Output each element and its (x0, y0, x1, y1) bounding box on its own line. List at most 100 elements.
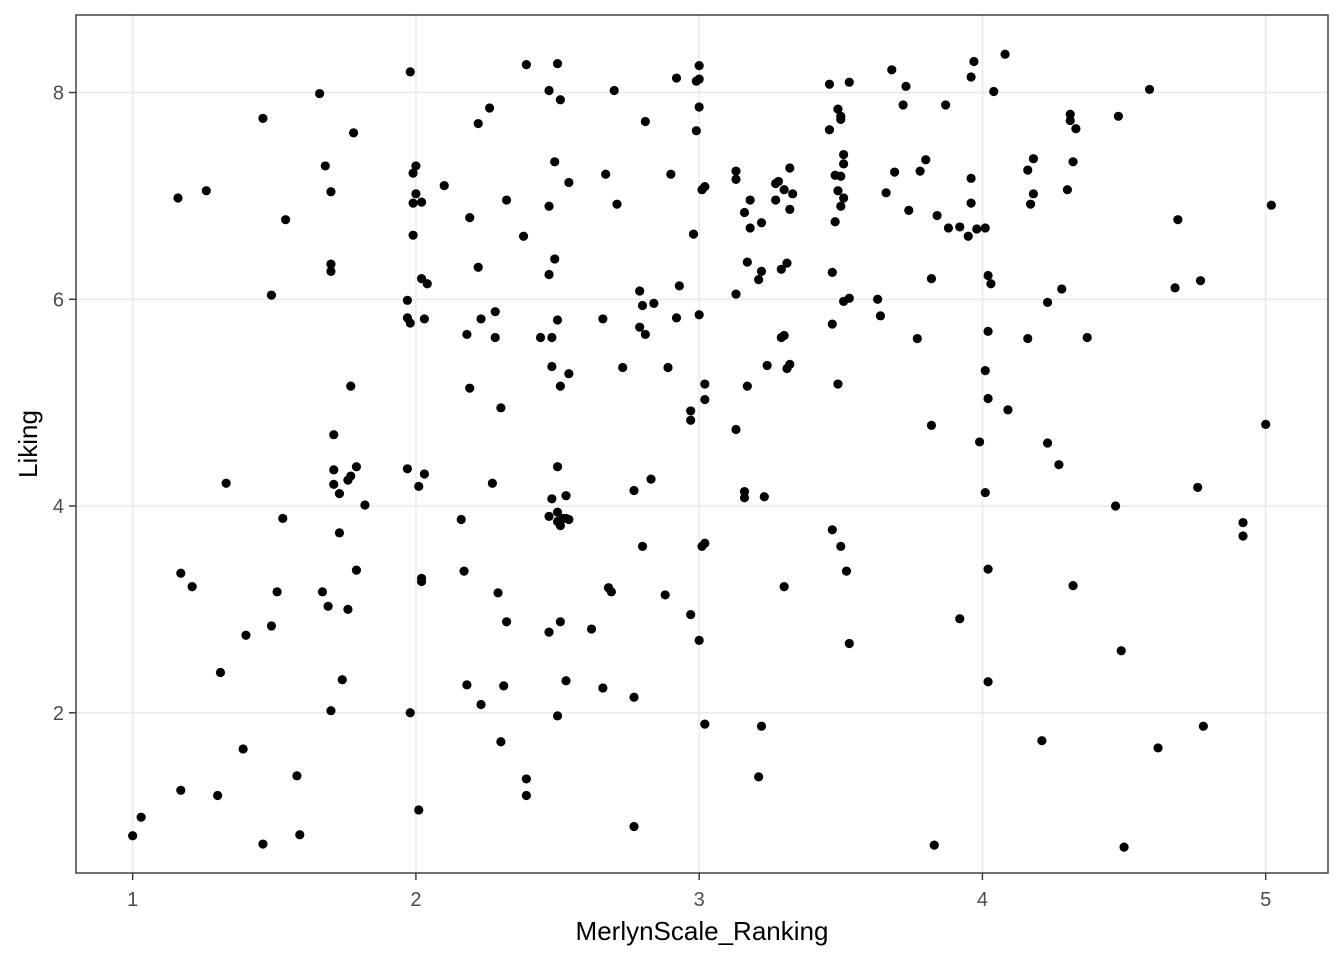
data-point (490, 332, 500, 343)
data-point (496, 403, 506, 413)
data-point (1023, 165, 1033, 175)
data-point (618, 362, 628, 373)
data-point (926, 274, 937, 284)
data-point (201, 186, 211, 196)
x-tick-label: 5 (1260, 889, 1271, 911)
data-point (901, 81, 911, 91)
data-point (612, 199, 622, 209)
data-point (323, 601, 333, 611)
data-point (980, 223, 990, 233)
data-point (348, 128, 359, 138)
data-point (1025, 199, 1036, 209)
x-axis-title: MerlynScale_Ranking (576, 916, 829, 946)
data-point (700, 538, 710, 548)
data-point (1028, 154, 1039, 164)
data-point (663, 362, 673, 373)
data-point (334, 528, 345, 538)
data-point (688, 229, 699, 239)
data-point (281, 215, 291, 225)
data-point (439, 180, 449, 191)
data-point (456, 514, 466, 525)
y-tick-label: 2 (53, 703, 64, 725)
data-point (674, 281, 684, 291)
data-point (873, 294, 883, 304)
data-point (535, 332, 546, 343)
data-point (762, 360, 772, 371)
data-point (561, 676, 571, 686)
data-point (518, 231, 529, 241)
plot-background (76, 15, 1328, 873)
data-point (564, 369, 574, 379)
data-point (844, 293, 854, 303)
data-point (1000, 49, 1010, 59)
data-point (521, 60, 531, 70)
data-point (484, 103, 495, 113)
data-point (955, 614, 965, 624)
data-point (785, 204, 795, 214)
data-point (836, 201, 846, 211)
data-point (782, 258, 792, 268)
data-point (745, 195, 755, 205)
data-point (694, 61, 704, 71)
data-point (238, 744, 248, 754)
data-point (317, 587, 328, 597)
data-point (671, 313, 682, 323)
y-axis-ticks: 2 4 6 8 (53, 83, 76, 725)
data-point (555, 95, 565, 105)
data-point (487, 478, 497, 488)
data-point (824, 125, 835, 135)
data-point (459, 566, 469, 576)
data-point (1037, 736, 1047, 746)
data-point (989, 86, 999, 97)
data-point (745, 223, 755, 233)
data-point (414, 481, 424, 491)
data-point (405, 708, 415, 718)
data-point (1266, 200, 1276, 210)
data-point (419, 469, 430, 479)
data-point (176, 568, 186, 578)
data-point (555, 381, 565, 391)
data-point (785, 359, 795, 370)
data-point (941, 100, 951, 110)
data-point (983, 677, 993, 687)
data-point (408, 230, 418, 240)
data-point (128, 831, 138, 841)
data-point (824, 79, 835, 89)
data-point (1054, 460, 1064, 470)
data-point (1238, 531, 1248, 541)
data-point (1003, 405, 1013, 415)
data-point (1062, 185, 1073, 195)
data-point (1113, 111, 1123, 121)
data-point (493, 588, 503, 598)
data-point (187, 582, 197, 592)
data-point (754, 772, 764, 782)
data-point (422, 279, 432, 289)
data-point (258, 113, 268, 123)
data-point (929, 840, 939, 850)
data-point (833, 186, 843, 196)
data-point (694, 310, 704, 320)
data-point (547, 332, 557, 343)
data-point (490, 307, 500, 317)
data-point (173, 193, 183, 203)
data-point (501, 617, 512, 627)
data-point (360, 500, 370, 510)
data-point (462, 680, 472, 690)
data-point (547, 361, 557, 372)
data-point (686, 415, 696, 425)
data-point (839, 159, 849, 169)
data-point (700, 182, 710, 192)
data-point (640, 116, 650, 127)
data-point (836, 541, 846, 551)
data-point (637, 541, 648, 551)
data-point (501, 195, 512, 205)
data-point (586, 624, 597, 634)
data-point (405, 67, 415, 77)
data-point (1238, 517, 1248, 528)
data-point (326, 266, 336, 276)
data-point (629, 485, 639, 496)
data-point (887, 65, 897, 75)
data-point (773, 176, 784, 187)
data-point (550, 254, 560, 264)
data-point (926, 420, 937, 430)
